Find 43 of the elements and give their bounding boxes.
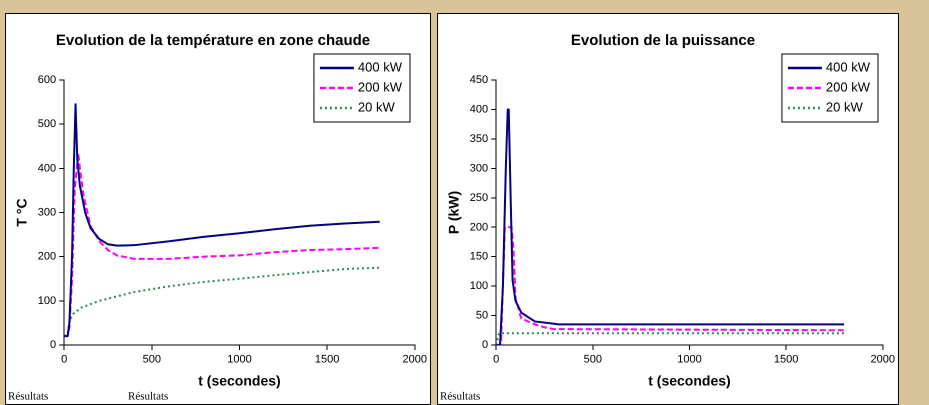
y-axis-title: P (kW) <box>445 190 462 234</box>
x-tick-label: 0 <box>61 354 68 366</box>
x-axis-title: t (secondes) <box>198 372 281 388</box>
x-axis-title: t (secondes) <box>648 372 731 388</box>
y-tick-label: 350 <box>470 132 488 145</box>
y-tick-label: 50 <box>476 310 488 322</box>
line-series <box>64 266 381 338</box>
text: Résultats <box>128 390 168 402</box>
y-tick-label: 100 <box>38 294 56 307</box>
y-tick-label: 450 <box>470 74 488 86</box>
y-tick-label: 200 <box>38 250 56 263</box>
legend-label: 20 kW <box>826 100 864 115</box>
y-tick-label: 400 <box>38 162 56 174</box>
chart-title: Evolution de la température en zone chaude <box>56 32 370 50</box>
y-tick-label: 300 <box>470 162 488 174</box>
text: Résultats <box>8 390 48 402</box>
y-tick-label: 500 <box>38 118 56 130</box>
x-tick-label: 0 <box>493 354 500 366</box>
legend-label: 400 kW <box>358 60 403 75</box>
y-tick-label: 0 <box>50 339 56 352</box>
x-tick-label: 500 <box>142 354 161 366</box>
y-tick-label: 600 <box>38 74 56 86</box>
x-tick-label: 1000 <box>677 354 702 366</box>
y-tick-label: 250 <box>470 192 488 204</box>
x-tick-label: 2000 <box>870 354 896 366</box>
y-tick-label: 200 <box>470 221 488 234</box>
x-tick-label: 500 <box>584 354 602 366</box>
legend-label: 400 kW <box>826 60 871 75</box>
x-tick-label: 2000 <box>402 354 428 366</box>
legend-label: 200 kW <box>358 80 403 95</box>
y-tick-label: 400 <box>470 103 488 116</box>
y-tick-label: 150 <box>470 250 488 263</box>
legend-label: 20 kW <box>358 100 396 115</box>
text: Résultats <box>440 390 480 402</box>
legend-label: 200 kW <box>826 80 871 95</box>
y-tick-label: 100 <box>470 280 488 292</box>
x-tick-label: 1000 <box>227 354 252 366</box>
y-tick-label: 300 <box>38 206 56 219</box>
y-axis-title: T °C <box>13 198 30 227</box>
x-tick-label: 1500 <box>314 354 340 366</box>
chart-title: Evolution de la puissance <box>570 32 756 50</box>
x-tick-label: 1500 <box>774 354 798 366</box>
y-tick-label: 0 <box>482 339 488 352</box>
